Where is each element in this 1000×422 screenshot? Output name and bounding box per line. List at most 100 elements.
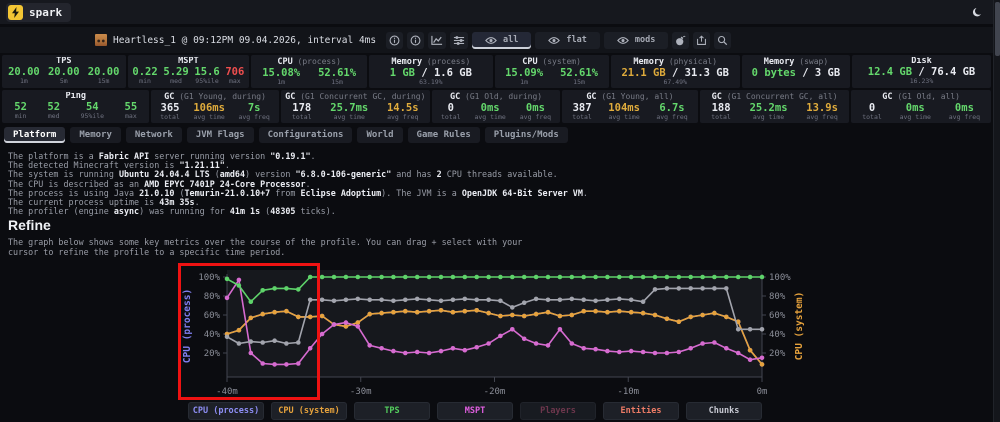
stat-value-label: 1m [277,78,286,86]
platform-text-line: The CPU is described as an AMD EPYC 7401… [8,178,311,189]
tab-plugins-mods[interactable]: Plugins/Mods [484,127,568,143]
stat-panel-gc-g1-concurrent-gc-during: GC (G1 Concurrent GC, during) 178 total 25.… [280,90,430,123]
stat-cells: 15.08% 1m 52.61% 15m [253,68,365,87]
stat-name: GC [164,92,175,102]
view-all-button[interactable]: all [472,31,532,49]
session-info: Heartless_1 @ 09:12PM 09.04.2026, interv… [95,27,376,53]
legend-button-chunks[interactable]: Chunks [686,402,762,420]
metadata-button[interactable] [407,31,424,49]
stat-panel-header: Disk [854,57,989,66]
stat-value-label: min [139,77,151,85]
stat-value-cell: 0 total [441,103,461,121]
legend-button-mspt[interactable]: MSPT [437,402,513,420]
stat-value-cell: 0.22 min [132,67,157,85]
stat-cells: 1 GB / 1.6 GB 63.19% [371,68,491,87]
stat-value-cell: 13.9s avg freq [806,103,838,121]
stat-panel-header: CPU (system) [497,57,607,67]
tab-game-rules[interactable]: Game Rules [407,127,480,143]
legend-button-players[interactable]: Players [520,402,596,420]
stat-value: 0.22 [132,67,157,78]
stat-panel-memory-physical: Memory (physical) 21.1 GB / 31.3 GB 67.49% [610,55,740,88]
stat-value-cell: 5.29 med [163,67,188,85]
stat-value-cell: 188 total [711,103,731,121]
tab-jvm-flags[interactable]: JVM Flags [186,127,254,143]
controls-button[interactable] [450,31,468,49]
stat-panel-header: GC (G1 Concurrent GC, all) [702,92,847,102]
stat-panel-header: Memory (swap) [744,57,848,67]
stat-qualifier: (G1 Concurrent GC, all) [721,92,838,101]
stat-value-label: 15m [573,78,585,86]
stat-value-label: avg time [752,113,785,121]
info-button[interactable] [386,31,403,49]
stat-value-main: 0ms [480,102,500,114]
stat-value-main: 15.09% [505,67,544,79]
search-button[interactable] [714,31,732,49]
stats-row-1: TPS 20.00 1m 20.00 5m 20.00 15m MSPT 0.22 min 5.29… [2,55,991,88]
graph-button[interactable] [428,31,446,49]
stat-value-cell: 52 med [47,102,60,120]
stat-value: 20.00 [88,67,120,78]
stat-value: 15.6 [194,67,219,78]
legend-button-cpu-system-[interactable]: CPU (system) [271,402,347,420]
stat-panel-header: MSPT [130,57,248,66]
legend-button-cpu-process-[interactable]: CPU (process) [188,402,264,420]
stat-value-main: 20.00 [8,66,40,78]
stat-value-cell: 0 total [862,103,882,121]
stat-value-cell: 20.00 15m [88,67,120,85]
stat-value-label: avg freq [238,113,270,121]
stat-value: 387 [572,103,592,114]
bomb-button[interactable] [672,31,690,49]
stat-name: Disk [911,57,932,66]
stat-value-label: 5m [59,77,68,85]
stat-panel-gc-g1-old-during: GC (G1 Old, during) 0 total 0ms avg time 0ms a… [431,90,561,123]
scrollbar-thumb[interactable] [995,2,1000,56]
tab-network[interactable]: Network [125,127,182,143]
platform-text-line: The current process uptime is 43m 35s. [8,197,200,208]
dark-mode-toggle-icon[interactable] [972,7,983,18]
brand-home-link[interactable]: spark [6,2,72,22]
stat-value-cell: 14.5s avg freq [387,103,419,121]
legend-button-entities[interactable]: Entities [603,402,679,420]
stat-value-total: / 76.4 GB [912,66,976,78]
stat-value-label: 95%ile [195,77,219,85]
view-flat-button-label: flat [566,35,587,45]
svg-text:100%: 100% [769,273,791,283]
stat-value-label: max [228,77,241,85]
stat-value-cell: 7s avg freq [238,103,269,121]
view-mods-button[interactable]: mods [603,31,669,49]
stat-value: 104ms [608,103,640,114]
eye-icon [616,36,629,45]
stat-value-label: 1m [20,77,28,85]
stat-value: 0ms [949,103,980,114]
stat-value-main: 6.7s [659,102,685,114]
stat-value-label: total [711,113,731,121]
stats-row-2: Ping 52 min 52 med 54 95%ile 55 max GC (G1 Young,… [2,90,991,123]
legend-button-tps[interactable]: TPS [354,402,430,420]
stat-value-main: 365 [160,102,180,114]
tab-platform[interactable]: Platform [4,127,66,143]
stat-value-cell: 0ms avg freq [949,103,980,121]
export-button[interactable] [693,31,711,49]
stat-value-main: 1 GB [389,67,416,79]
stat-value-cell: 55 max [125,102,138,120]
stat-value-cell: 52.61% 15m [560,68,598,86]
stat-value: 12.4 GB / 76.4 GB [868,67,975,78]
stat-value-label: total [572,113,592,121]
session-title: Heartless_1 @ 09:12PM 09.04.2026, interv… [113,34,377,46]
stat-value-label: 67.49% [663,78,687,86]
svg-text:-20m: -20m [484,387,506,397]
metrics-chart[interactable]: 100% 100% 80% 80% 60% 60% 40% 40% 20% 20% -40m -30m… [150,256,830,402]
player-head-avatar [95,34,107,46]
stat-value-main: 25.2ms [749,102,788,114]
view-flat-button[interactable]: flat [535,31,600,49]
svg-text:80%: 80% [204,292,221,302]
stat-cells: 12.4 GB / 76.4 GB 16.23% [854,67,989,87]
tab-configurations[interactable]: Configurations [258,127,353,143]
tab-world[interactable]: World [357,127,403,143]
stat-panel-header: Memory (physical) [613,57,738,67]
stat-name: GC [285,92,296,102]
tab-memory[interactable]: Memory [70,127,121,143]
stat-value-label: avg freq [387,113,419,121]
stat-value-label: avg time [333,113,365,121]
stat-panel-header: GC (G1 Concurrent GC, during) [283,92,428,102]
